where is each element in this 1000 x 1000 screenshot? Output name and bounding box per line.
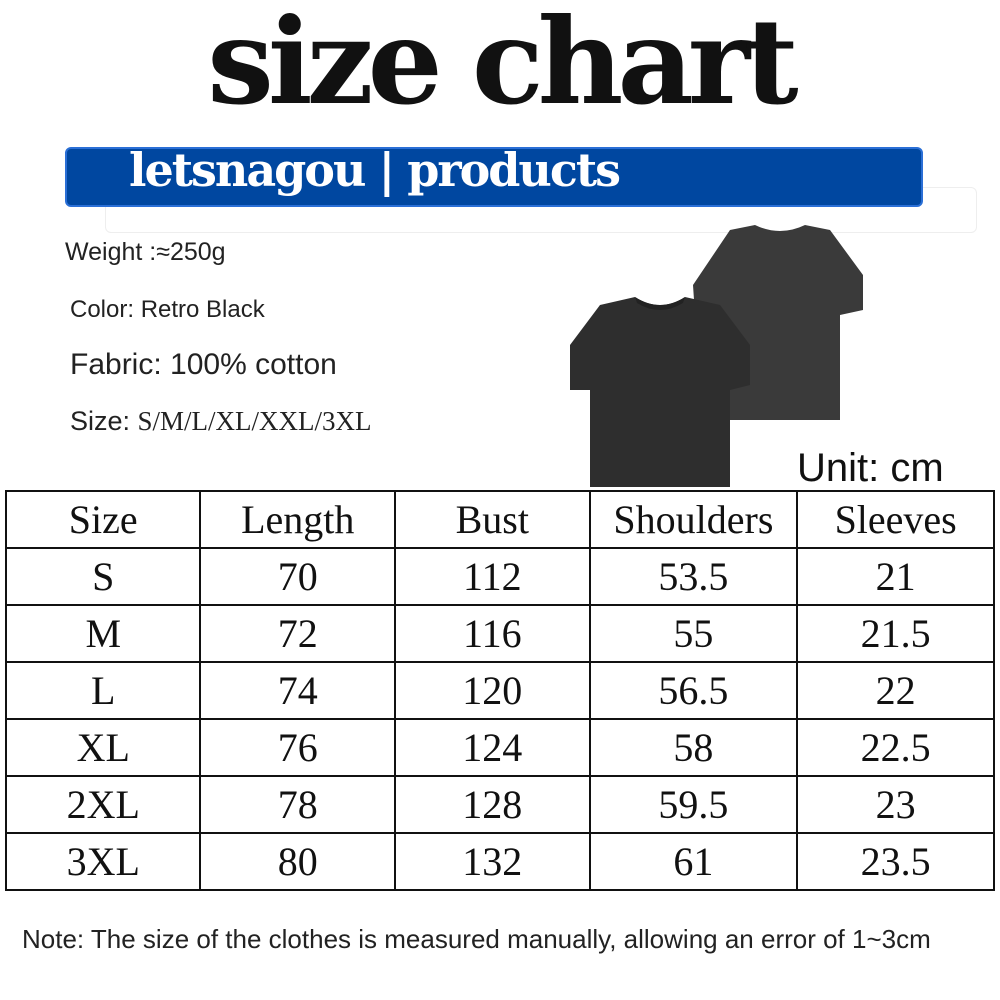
header-cell: Bust	[394, 490, 591, 549]
table-row: S 70 112 53.5 21	[4, 547, 995, 606]
table-cell: 70	[199, 547, 397, 606]
table-cell: 23.5	[796, 832, 995, 891]
header-row: Size Length Bust Shoulders Sleeves	[4, 490, 995, 549]
table-cell: 72	[199, 604, 397, 663]
page-title: size chart	[207, 0, 798, 131]
size-spec-label: Size:	[70, 406, 138, 436]
table-row: L 74 120 56.5 22	[4, 661, 995, 720]
table-row: M 72 116 55 21.5	[4, 604, 995, 663]
table-cell: 58	[588, 718, 799, 777]
table-cell: 55	[588, 604, 799, 663]
table-cell: 124	[394, 718, 591, 777]
table-cell: 59.5	[588, 775, 799, 834]
table-cell: 76	[199, 718, 397, 777]
table-cell: 61	[588, 832, 799, 891]
table-cell: 120	[394, 661, 591, 720]
measurement-note: Note: The size of the clothes is measure…	[22, 924, 931, 954]
size-spec: Size: S/M/L/XL/XXL/3XL	[70, 406, 372, 437]
table-cell: 112	[394, 547, 591, 606]
header-cell: Length	[199, 490, 397, 549]
table-row: XL 76 124 58 22.5	[4, 718, 995, 777]
weight-spec: Weight :≈250g	[65, 238, 226, 266]
table-cell: 56.5	[588, 661, 799, 720]
table-cell: S	[4, 547, 202, 606]
table-cell: 128	[394, 775, 591, 834]
brand-banner: letsnagou | products	[65, 143, 923, 207]
table-cell: 22.5	[796, 718, 995, 777]
table-row: 3XL 80 132 61 23.5	[4, 832, 995, 891]
table-cell: XL	[4, 718, 202, 777]
table-cell: 78	[199, 775, 397, 834]
table-cell: 23	[796, 775, 995, 834]
unit-label: Unit: cm	[797, 446, 944, 490]
tshirt-image	[570, 225, 863, 487]
color-spec: Color: Retro Black	[70, 296, 265, 323]
table-cell: 22	[796, 661, 995, 720]
header-cell: Shoulders	[588, 490, 799, 549]
table-cell: 80	[199, 832, 397, 891]
header-cell: Sleeves	[796, 490, 995, 549]
size-spec-value: S/M/L/XL/XXL/3XL	[137, 406, 372, 436]
table-row: 2XL 78 128 59.5 23	[4, 775, 995, 834]
table-cell: 3XL	[4, 832, 202, 891]
fabric-spec: Fabric: 100% cotton	[70, 348, 337, 381]
table-cell: 2XL	[4, 775, 202, 834]
table-cell: 74	[199, 661, 397, 720]
header-cell: Size	[4, 490, 202, 549]
tshirt-front	[570, 297, 750, 487]
size-table: Size Length Bust Shoulders Sleeves S 70 112 53.5…	[4, 490, 995, 891]
table-cell: 53.5	[588, 547, 799, 606]
table-cell: L	[4, 661, 202, 720]
brand-name: letsnagou | products	[129, 143, 621, 197]
table-cell: M	[4, 604, 202, 663]
table-cell: 21	[796, 547, 995, 606]
table-cell: 116	[394, 604, 591, 663]
table-cell: 21.5	[796, 604, 995, 663]
table-cell: 132	[394, 832, 591, 891]
